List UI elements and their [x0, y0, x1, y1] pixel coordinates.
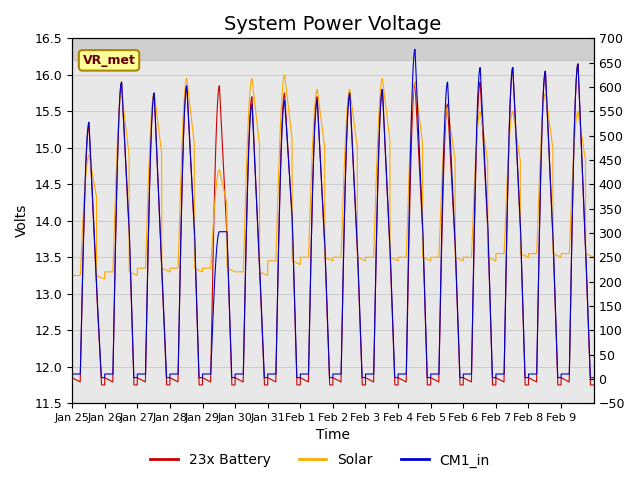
23x Battery	[515, 192, 523, 197]
CM1_in	[177, 257, 184, 263]
23x Battery	[98, 382, 106, 388]
23x Battery	[502, 306, 509, 312]
CM1_in	[380, 120, 388, 125]
Line: Solar: Solar	[72, 75, 594, 279]
CM1_in	[411, 47, 419, 52]
CM1_in	[502, 297, 509, 302]
23x Battery	[352, 219, 360, 225]
Solar	[476, 108, 484, 114]
CM1_in	[97, 375, 105, 381]
CM1_in	[515, 191, 523, 197]
23x Battery	[177, 259, 184, 265]
Solar	[515, 149, 523, 155]
Solar	[281, 72, 289, 78]
Text: VR_met: VR_met	[83, 54, 136, 67]
Solar	[502, 216, 509, 222]
Title: System Power Voltage: System Power Voltage	[224, 15, 442, 34]
CM1_in	[68, 371, 76, 377]
Solar	[100, 276, 108, 282]
Legend: 23x Battery, Solar, CM1_in: 23x Battery, Solar, CM1_in	[145, 448, 495, 473]
CM1_in	[476, 65, 484, 71]
CM1_in	[590, 375, 598, 381]
Line: 23x Battery: 23x Battery	[72, 64, 594, 385]
Solar	[590, 254, 598, 260]
23x Battery	[380, 120, 388, 126]
Line: CM1_in: CM1_in	[72, 49, 594, 378]
Y-axis label: Volts: Volts	[15, 204, 29, 238]
Bar	[72, 27, 594, 60]
CM1_in	[352, 216, 360, 222]
Solar	[352, 136, 360, 142]
23x Battery	[68, 375, 76, 381]
X-axis label: Time: Time	[316, 429, 350, 443]
23x Battery	[590, 382, 598, 388]
Solar	[380, 90, 388, 96]
23x Battery	[574, 61, 582, 67]
Solar	[177, 190, 184, 196]
Solar	[68, 273, 76, 278]
23x Battery	[476, 80, 484, 86]
